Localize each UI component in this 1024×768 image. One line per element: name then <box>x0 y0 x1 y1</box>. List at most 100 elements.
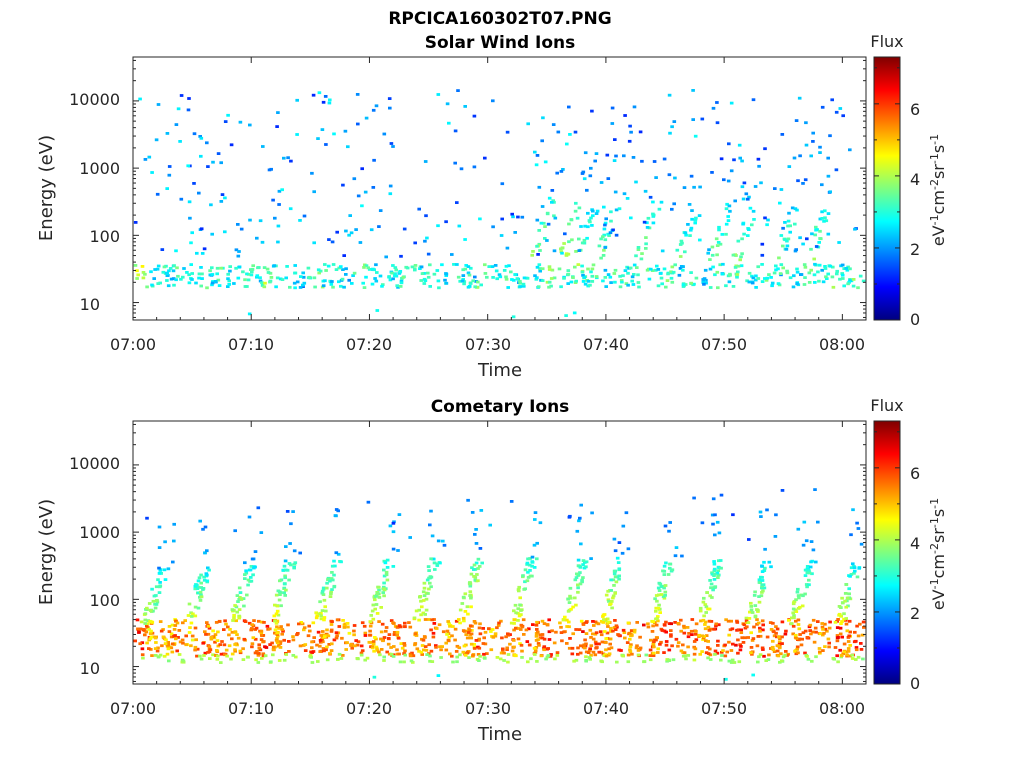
spectrogram-cell <box>420 605 424 609</box>
spectrogram-cell <box>220 640 224 643</box>
spectrogram-cell <box>275 125 279 128</box>
spectrogram-cell <box>586 267 590 271</box>
spectrogram-cell <box>792 600 797 603</box>
spectrogram-cell <box>537 263 542 267</box>
spectrogram-cell <box>176 274 180 278</box>
spectrogram-cell <box>713 585 718 589</box>
spectrogram-cell <box>473 275 477 279</box>
spectrogram-cell <box>774 268 778 272</box>
spectrogram-cell <box>859 542 864 546</box>
spectrogram-cell <box>702 635 706 638</box>
spectrogram-cell <box>158 581 162 584</box>
spectrogram-cell <box>177 629 182 632</box>
spectrogram-cell <box>827 626 832 630</box>
spectrogram-cell <box>727 142 731 146</box>
spectrogram-cell <box>206 566 210 570</box>
spectrogram-cell <box>360 204 364 208</box>
spectrogram-cell <box>636 649 641 652</box>
spectrogram-cell <box>539 654 544 658</box>
x-axis-label-2: Time <box>477 724 522 745</box>
spectrogram-cell <box>423 239 427 243</box>
spectrogram-cell <box>605 631 610 635</box>
spectrogram-cell <box>381 639 385 643</box>
spectrogram-cell <box>803 568 808 572</box>
spectrogram-cell <box>535 660 539 663</box>
spectrogram-cell <box>712 569 717 573</box>
spectrogram-cell <box>371 640 376 643</box>
spectrogram-cells-solar-wind <box>133 89 866 319</box>
spectrogram-cell <box>816 520 820 524</box>
spectrogram-cell <box>625 197 630 200</box>
spectrogram-cell <box>429 628 433 632</box>
spectrogram-cell <box>355 93 360 96</box>
spectrogram-cell <box>763 147 767 151</box>
spectrogram-cell <box>173 624 178 627</box>
spectrogram-cell <box>588 174 593 178</box>
spectrogram-cell <box>209 636 214 639</box>
spectrogram-cell <box>470 511 475 514</box>
spectrogram-cell <box>213 633 218 636</box>
spectrogram-cell <box>444 641 448 645</box>
spectrogram-cell <box>163 642 168 645</box>
spectrogram-cell <box>591 620 595 623</box>
spectrogram-cell <box>166 643 171 647</box>
spectrogram-cell <box>278 593 282 596</box>
spectrogram-cell <box>618 274 622 278</box>
spectrogram-cell <box>315 614 319 618</box>
spectrogram-cell <box>195 654 199 658</box>
spectrogram-cell <box>413 268 417 272</box>
spectrogram-cell <box>593 632 598 636</box>
spectrogram-cell <box>499 619 503 623</box>
spectrogram-cell <box>590 224 594 227</box>
spectrogram-cell <box>823 622 827 626</box>
spectrogram-cell <box>268 627 272 631</box>
spectrogram-cell <box>591 632 595 636</box>
spectrogram-cell <box>491 225 495 229</box>
spectrogram-cell <box>797 96 802 100</box>
spectrogram-cell <box>568 637 572 640</box>
spectrogram-cell <box>807 271 812 275</box>
spectrogram-cell <box>787 165 792 168</box>
spectrogram-cell <box>339 284 343 288</box>
spectrogram-cell <box>559 631 564 634</box>
x-tick-label: 07:00 <box>110 335 156 354</box>
spectrogram-cell <box>805 655 809 658</box>
spectrogram-cell <box>565 642 569 645</box>
spectrogram-cell <box>560 251 564 255</box>
spectrogram-cell <box>604 648 608 652</box>
spectrogram-cell <box>576 586 580 590</box>
spectrogram-cell <box>673 554 678 558</box>
spectrogram-cell <box>523 580 527 584</box>
spectrogram-cell <box>497 273 502 277</box>
spectrogram-cell <box>316 137 320 140</box>
spectrogram-cell <box>578 651 583 655</box>
spectrogram-cell <box>469 642 474 646</box>
spectrogram-cell <box>274 612 279 616</box>
spectrogram-cell <box>525 579 530 583</box>
spectrogram-cell <box>303 649 308 652</box>
spectrogram-cell <box>849 573 854 576</box>
spectrogram-cell <box>403 649 407 653</box>
spectrogram-cell <box>161 635 166 639</box>
spectrogram-cell <box>426 252 431 256</box>
spectrogram-cell <box>783 632 788 636</box>
spectrogram-cell <box>760 242 765 246</box>
spectrogram-cell <box>535 265 540 269</box>
spectrogram-cell <box>759 575 763 579</box>
spectrogram-cell <box>500 636 504 640</box>
spectrogram-cell <box>562 630 566 634</box>
spectrogram-cell <box>816 270 820 274</box>
spectrogram-cell <box>626 271 630 275</box>
spectrogram-cell <box>378 653 382 657</box>
spectrogram-cell <box>140 653 145 657</box>
spectrogram-cell <box>531 250 535 253</box>
spectrogram-cell <box>194 281 198 285</box>
spectrogram-cell <box>861 279 866 283</box>
spectrogram-cell <box>807 625 812 629</box>
spectrogram-cell <box>186 108 191 112</box>
spectrogram-cell <box>656 606 661 610</box>
spectrogram-cell <box>415 647 420 651</box>
spectrogram-cell <box>692 652 697 656</box>
spectrogram-cell <box>733 266 738 269</box>
spectrogram-cell <box>678 255 683 258</box>
